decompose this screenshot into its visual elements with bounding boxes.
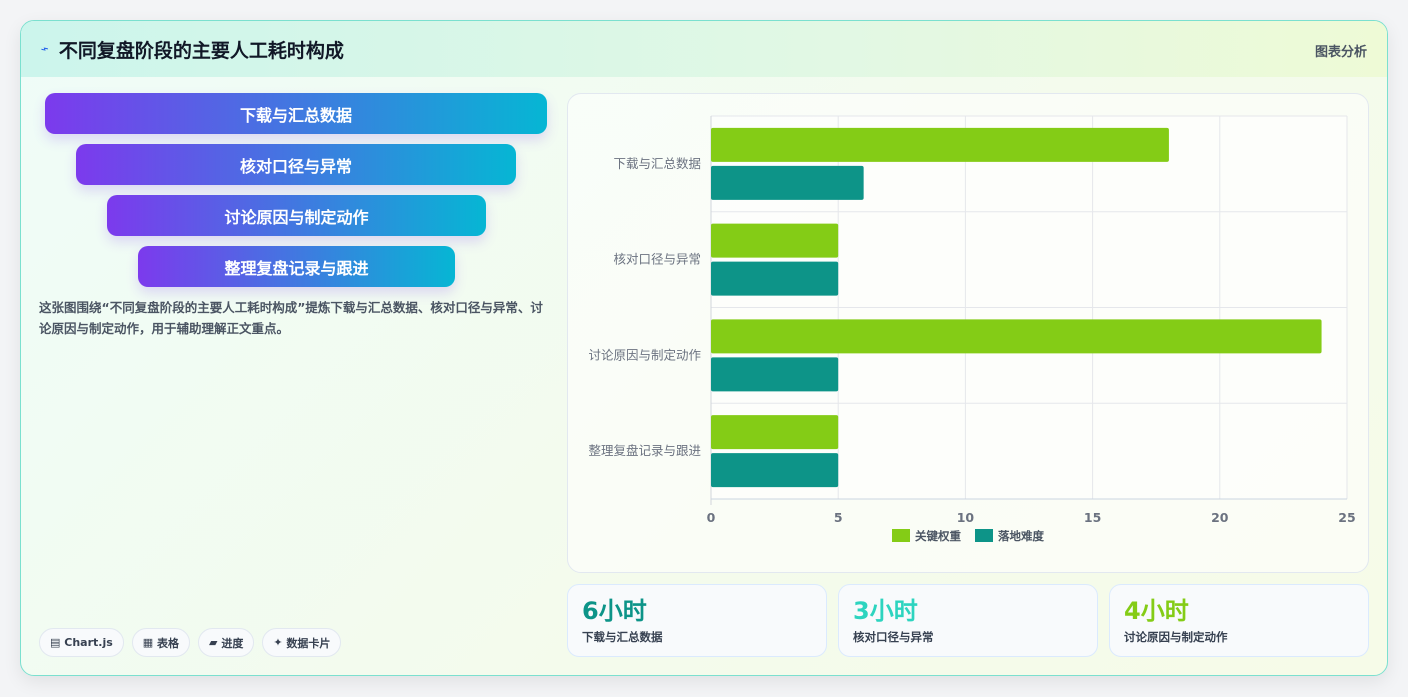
bar-weight <box>711 223 839 258</box>
bar-difficulty <box>711 357 839 392</box>
stat-value: 6小时 <box>582 597 647 625</box>
chart-panel: 下载与汇总数据 核对口径与异常讨论原因与制定动作 整理复盘记录与跟进 0 5 10 15 20… <box>567 93 1369 573</box>
bar-difficulty <box>711 165 864 200</box>
funnel-step-1: 下载与汇总数据 <box>45 93 547 134</box>
funnel-step-2: 核对口径与异常 <box>76 144 516 185</box>
funnel-step-3: 讨论原因与制定动作 <box>107 195 486 236</box>
stat-value: 4小时 <box>1124 597 1189 625</box>
tag-label: 表格 <box>157 636 180 650</box>
stat-label: 讨论原因与制定动作 <box>1124 630 1228 644</box>
legend-label: 关键权重 <box>915 529 961 543</box>
legend-label: 落地难度 <box>998 529 1044 543</box>
stat-card-2: 3小时 核对口径与异常 <box>838 584 1098 657</box>
chart-icon: ▤ <box>50 636 61 649</box>
stat-card-1: 6小时 下载与汇总数据 <box>567 584 827 657</box>
x-tick-label: 10 <box>957 510 975 525</box>
table-icon: ▦ <box>142 636 154 649</box>
y-tick-label: 核对口径与异常 <box>613 252 701 267</box>
chart-card: ⌁ 不同复盘阶段的主要人工耗时构成 图表分析 下载与汇总数据 核对口径与异常 讨… <box>20 20 1388 676</box>
lightning-icon: ⌁ <box>38 40 52 58</box>
x-tick-label: 20 <box>1211 510 1229 525</box>
y-tick-label: 整理复盘记录与跟进 <box>588 443 701 458</box>
tag-table[interactable]: ▦ 表格 <box>131 628 191 657</box>
tag-label: 进度 <box>221 636 244 650</box>
chart-description: 这张图围绕“不同复盘阶段的主要人工耗时构成”提炼下载与汇总数据、核对口径与异常、… <box>39 300 543 336</box>
legend-swatch <box>975 529 993 542</box>
bar-difficulty <box>711 261 839 296</box>
bar-weight <box>711 319 1322 354</box>
stat-card-3: 4小时 讨论原因与制定动作 <box>1109 584 1369 657</box>
tag-progress[interactable]: ▰ 进度 <box>198 628 255 657</box>
tag-label: Chart.js <box>64 636 113 649</box>
y-tick-label: 下载与汇总数据 <box>613 156 701 171</box>
funnel-step-4: 整理复盘记录与跟进 <box>138 246 455 287</box>
tag-list: ▤ Chart.js ▦ 表格 ▰ 进度 ✦ 数据卡片 <box>39 628 342 657</box>
x-tick-label: 0 <box>707 510 716 525</box>
stat-label: 下载与汇总数据 <box>582 630 663 644</box>
stat-label: 核对口径与异常 <box>853 630 934 644</box>
legend-swatch <box>892 529 910 542</box>
progress-icon: ▰ <box>209 636 218 649</box>
chart-analysis-label[interactable]: 图表分析 <box>1314 45 1367 60</box>
card-header: ⌁ 不同复盘阶段的主要人工耗时构成 图表分析 <box>21 21 1387 77</box>
bar-weight <box>711 127 1169 162</box>
tag-chartjs[interactable]: ▤ Chart.js <box>39 628 124 657</box>
bar-difficulty <box>711 453 839 488</box>
page-title: 不同复盘阶段的主要人工耗时构成 <box>58 39 344 62</box>
x-tick-label: 5 <box>834 510 843 525</box>
x-tick-label: 25 <box>1338 510 1355 525</box>
tag-label: 数据卡片 <box>286 636 331 650</box>
stat-value: 3小时 <box>853 597 918 625</box>
bar-weight <box>711 415 839 450</box>
x-tick-label: 15 <box>1084 510 1101 525</box>
tag-data-card[interactable]: ✦ 数据卡片 <box>262 628 342 657</box>
sparkle-icon: ✦ <box>273 636 283 649</box>
y-tick-label: 讨论原因与制定动作 <box>588 347 701 362</box>
